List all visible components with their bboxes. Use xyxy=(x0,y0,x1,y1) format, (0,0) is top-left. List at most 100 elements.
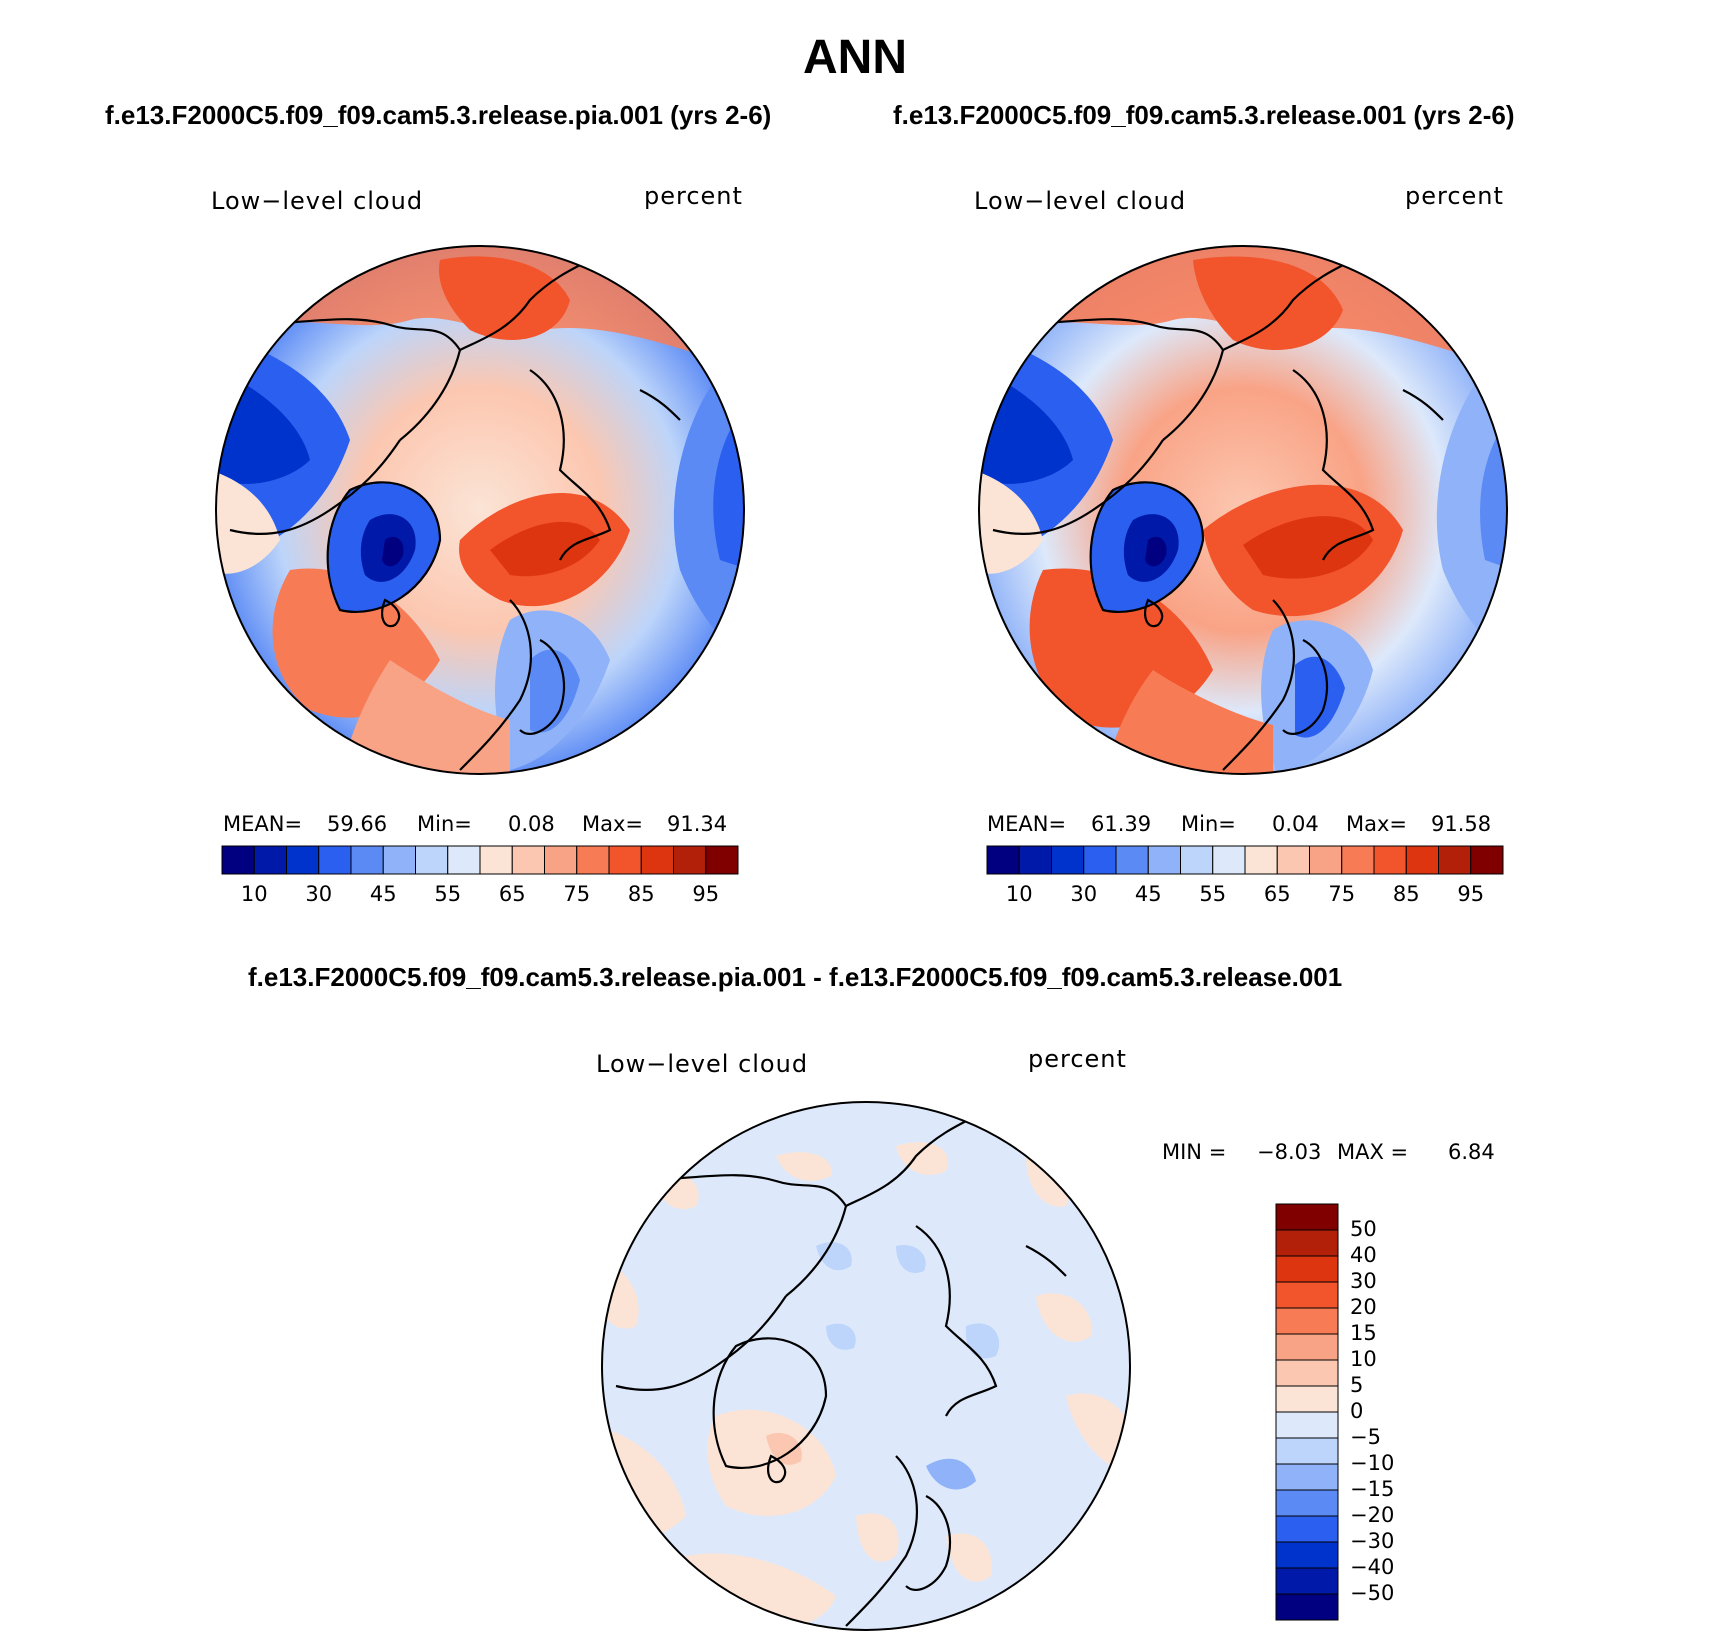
colorbar-swatch xyxy=(1147,845,1181,875)
colorbar-swatch xyxy=(608,845,642,875)
panel-1-case-title: f.e13.F2000C5.f09_f09.cam5.3.release.pia… xyxy=(105,100,772,130)
colorbar-tick-label: 5 xyxy=(1350,1373,1364,1397)
colorbar-swatch xyxy=(1083,845,1117,875)
colorbar-swatch xyxy=(1275,1203,1339,1231)
colorbar-swatch xyxy=(415,845,449,875)
colorbar-tick-label: 40 xyxy=(1350,1243,1377,1267)
diff-variable-label: Low−level cloud xyxy=(596,1050,809,1078)
colorbar-tick-label: −40 xyxy=(1350,1555,1395,1579)
colorbar-tick-label: −5 xyxy=(1350,1425,1381,1449)
colorbar-tick-label: −30 xyxy=(1350,1529,1395,1553)
colorbar-tick-label: 85 xyxy=(1392,882,1420,906)
colorbar-swatch xyxy=(1275,1567,1339,1595)
colorbar-tick-label: 65 xyxy=(498,882,526,906)
colorbar-swatch xyxy=(1341,845,1375,875)
panel-2-variable-label: Low−level cloud xyxy=(974,187,1187,215)
colorbar-swatch xyxy=(1276,845,1310,875)
colorbar-swatch xyxy=(318,845,352,875)
colorbar-swatch xyxy=(447,845,481,875)
colorbar-swatch xyxy=(1275,1229,1339,1257)
colorbar-tick-label: 95 xyxy=(1457,882,1485,906)
panel-1-variable-label: Low−level cloud xyxy=(211,187,424,215)
diff-polar-map xyxy=(601,1101,1131,1631)
panel-1-min-value: 0.08 xyxy=(508,812,555,836)
panel-2-max-value: 91.58 xyxy=(1431,812,1492,836)
colorbar-swatch xyxy=(1244,845,1278,875)
colorbar-swatch xyxy=(1180,845,1214,875)
colorbar-swatch xyxy=(253,845,287,875)
colorbar-tick-label: 75 xyxy=(563,882,591,906)
panel-1-polar-map xyxy=(215,245,745,775)
colorbar-tick-label: 10 xyxy=(240,882,268,906)
diff-min-value: −8.03 xyxy=(1257,1140,1322,1164)
colorbar-swatch xyxy=(1275,1515,1339,1543)
colorbar-swatch xyxy=(1405,845,1439,875)
colorbar-swatch xyxy=(1275,1489,1339,1517)
panel-2-min-label: Min= xyxy=(1181,812,1236,836)
colorbar-swatch xyxy=(673,845,707,875)
colorbar-swatch xyxy=(1051,845,1085,875)
colorbar-tick-label: 10 xyxy=(1350,1347,1377,1371)
panel-2-min-value: 0.04 xyxy=(1272,812,1319,836)
colorbar-tick-label: 55 xyxy=(434,882,462,906)
figure-title: ANN xyxy=(803,31,907,84)
panel-1-units-label: percent xyxy=(644,182,743,210)
colorbar-swatch xyxy=(986,845,1020,875)
diff-max-label: MAX = xyxy=(1337,1140,1409,1164)
panel-2-case-title: f.e13.F2000C5.f09_f09.cam5.3.release.001… xyxy=(893,100,1515,130)
colorbar-swatch xyxy=(286,845,320,875)
colorbar-tick-label: 55 xyxy=(1199,882,1227,906)
colorbar-swatch xyxy=(576,845,610,875)
colorbar-swatch xyxy=(1212,845,1246,875)
colorbar-swatch xyxy=(1275,1255,1339,1283)
colorbar-swatch xyxy=(382,845,416,875)
panel-2-mean-value: 61.39 xyxy=(1091,812,1152,836)
colorbar-tick-label: 65 xyxy=(1263,882,1291,906)
colorbar-tick-label: 85 xyxy=(627,882,655,906)
panel-2-colorbar xyxy=(986,845,1504,875)
colorbar-swatch xyxy=(1373,845,1407,875)
colorbar-tick-label: 30 xyxy=(1070,882,1098,906)
colorbar-tick-label: 20 xyxy=(1350,1295,1377,1319)
colorbar-swatch xyxy=(1275,1463,1339,1491)
colorbar-swatch xyxy=(1275,1411,1339,1439)
colorbar-tick-label: 30 xyxy=(1350,1269,1377,1293)
panel-2-units-label: percent xyxy=(1405,182,1504,210)
colorbar-swatch xyxy=(1275,1281,1339,1309)
panel-1-colorbar-ticks: 10 30 45 55 65 75 85 95 xyxy=(222,882,738,912)
colorbar-tick-label: −10 xyxy=(1350,1451,1395,1475)
colorbar-swatch xyxy=(544,845,578,875)
colorbar-tick-label: 0 xyxy=(1350,1399,1364,1423)
diff-case-title: f.e13.F2000C5.f09_f09.cam5.3.release.pia… xyxy=(248,962,1343,992)
panel-1-mean-value: 59.66 xyxy=(327,812,388,836)
colorbar-swatch xyxy=(221,845,255,875)
colorbar-swatch xyxy=(1275,1333,1339,1361)
colorbar-tick-label: 95 xyxy=(692,882,720,906)
colorbar-swatch xyxy=(1115,845,1149,875)
diff-units-label: percent xyxy=(1028,1045,1127,1073)
colorbar-tick-label: 10 xyxy=(1005,882,1033,906)
panel-1-max-value: 91.34 xyxy=(667,812,728,836)
diff-colorbar xyxy=(1275,1203,1339,1621)
panel-1-min-label: Min= xyxy=(417,812,472,836)
colorbar-swatch xyxy=(705,845,739,875)
colorbar-swatch xyxy=(1018,845,1052,875)
panel-1-colorbar xyxy=(221,845,739,875)
colorbar-swatch xyxy=(511,845,545,875)
colorbar-tick-label: 45 xyxy=(1134,882,1162,906)
colorbar-swatch xyxy=(1438,845,1472,875)
colorbar-swatch xyxy=(640,845,674,875)
colorbar-swatch xyxy=(1275,1593,1339,1621)
panel-2-polar-map xyxy=(978,245,1508,775)
colorbar-swatch xyxy=(1275,1541,1339,1569)
panel-1-mean-label: MEAN= xyxy=(223,812,303,836)
colorbar-tick-label: −20 xyxy=(1350,1503,1395,1527)
colorbar-tick-label: 30 xyxy=(305,882,333,906)
panel-2-colorbar-ticks: 10 30 45 55 65 75 85 95 xyxy=(987,882,1503,912)
colorbar-swatch xyxy=(1470,845,1504,875)
colorbar-swatch xyxy=(1275,1359,1339,1387)
colorbar-swatch xyxy=(1275,1437,1339,1465)
panel-2-max-label: Max= xyxy=(1346,812,1408,836)
colorbar-tick-label: 45 xyxy=(369,882,397,906)
colorbar-swatch xyxy=(350,845,384,875)
